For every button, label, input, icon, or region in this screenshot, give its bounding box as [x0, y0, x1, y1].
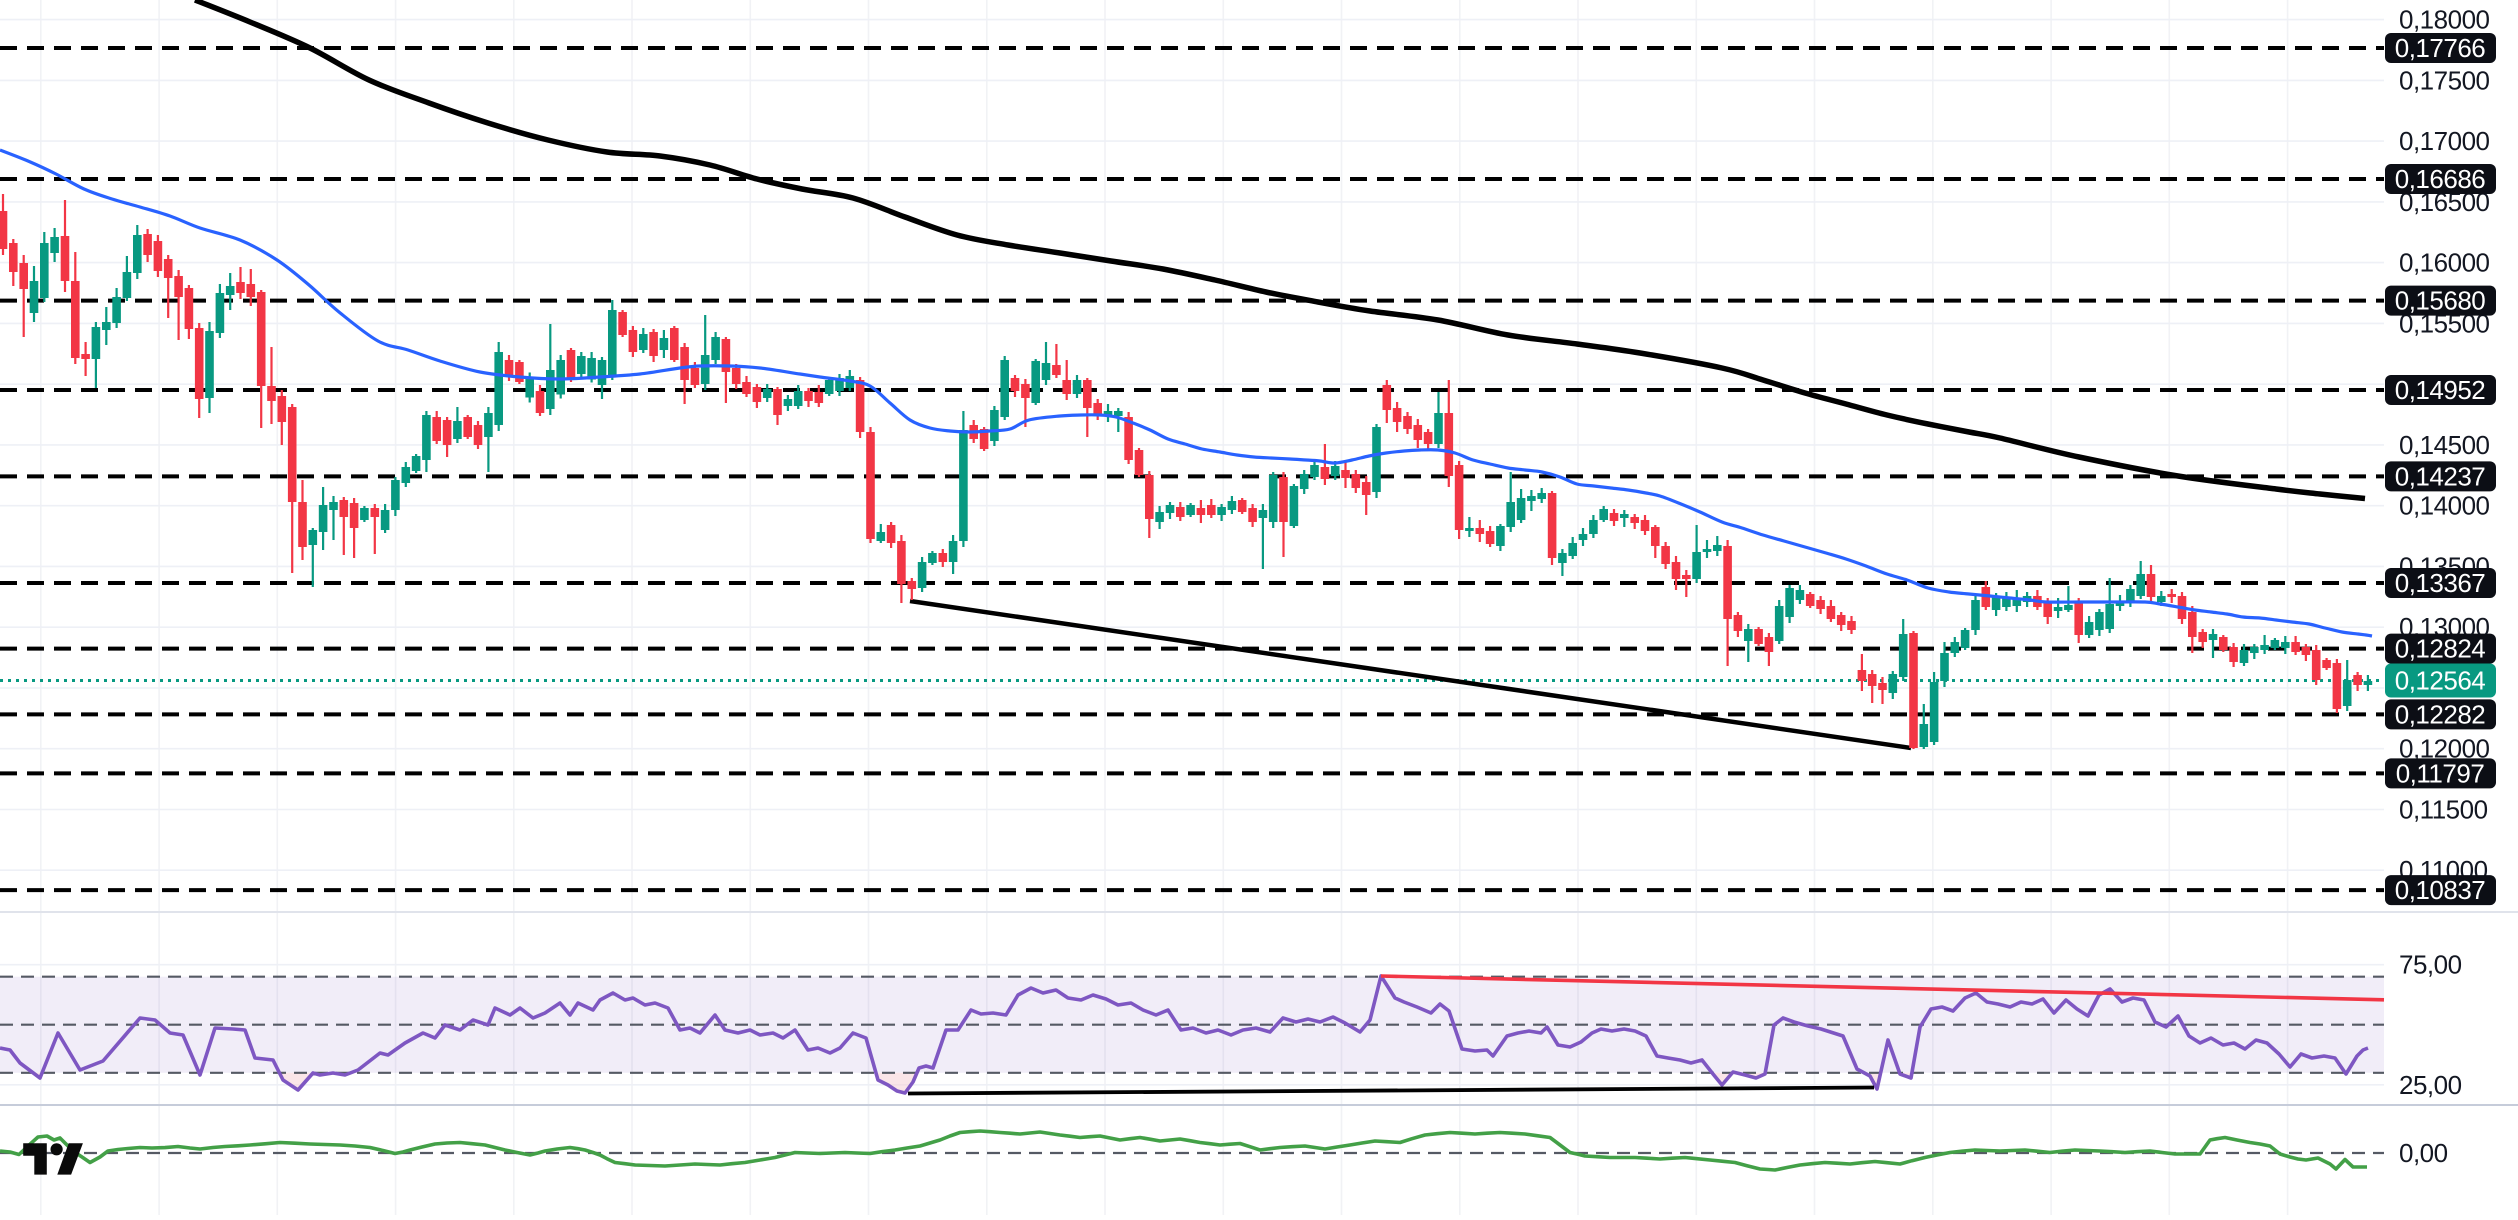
svg-text:0,11500: 0,11500 — [2399, 795, 2488, 825]
svg-text:0,14500: 0,14500 — [2399, 430, 2490, 460]
svg-text:0,15680: 0,15680 — [2395, 286, 2486, 316]
svg-text:0,18000: 0,18000 — [2399, 5, 2490, 35]
svg-text:0,14952: 0,14952 — [2395, 375, 2486, 405]
svg-text:0,00: 0,00 — [2399, 1138, 2448, 1168]
svg-text:0,12282: 0,12282 — [2395, 699, 2486, 729]
svg-text:0,12564: 0,12564 — [2395, 666, 2486, 696]
svg-text:0,14000: 0,14000 — [2399, 491, 2490, 521]
svg-text:25,00: 25,00 — [2399, 1070, 2462, 1100]
svg-text:0,17500: 0,17500 — [2399, 65, 2490, 95]
svg-text:0,17000: 0,17000 — [2399, 126, 2490, 156]
svg-text:0,14237: 0,14237 — [2395, 461, 2486, 491]
svg-text:0,12824: 0,12824 — [2395, 634, 2486, 664]
svg-text:0,16000: 0,16000 — [2399, 248, 2490, 278]
svg-text:75,00: 75,00 — [2399, 950, 2462, 980]
svg-text:0,16686: 0,16686 — [2395, 164, 2486, 194]
svg-text:0,11797: 0,11797 — [2396, 758, 2485, 788]
svg-text:0,10837: 0,10837 — [2395, 875, 2486, 905]
svg-text:0,13367: 0,13367 — [2395, 568, 2486, 598]
svg-text:0,17766: 0,17766 — [2395, 33, 2486, 63]
